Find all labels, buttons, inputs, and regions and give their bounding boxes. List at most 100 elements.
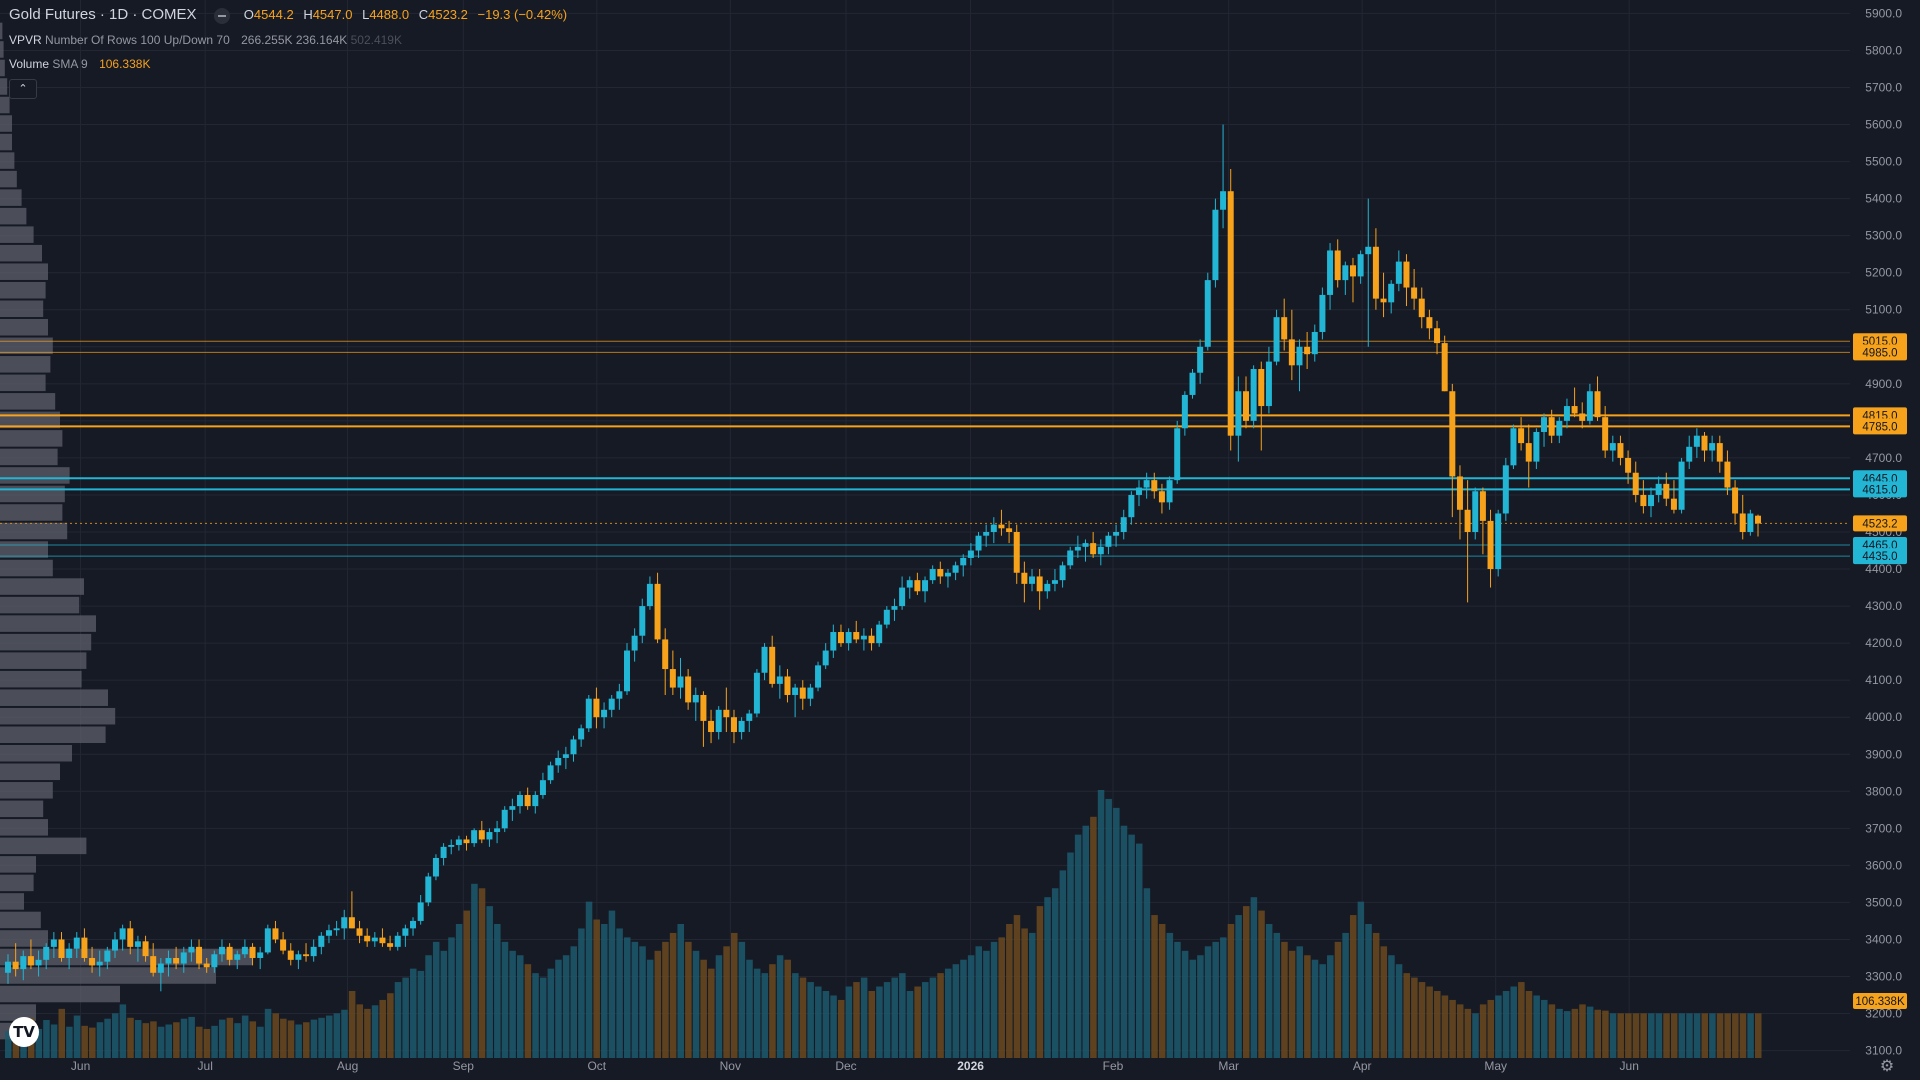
candle-body[interactable] xyxy=(509,806,516,810)
candle-body[interactable] xyxy=(165,957,172,964)
candle-body[interactable] xyxy=(708,720,715,733)
symbol-title[interactable]: Gold Futures · 1D · COMEX xyxy=(9,6,197,23)
candle-body[interactable] xyxy=(1258,369,1265,407)
candle-body[interactable] xyxy=(1403,261,1410,288)
candle-body[interactable] xyxy=(432,857,439,877)
candle-body[interactable] xyxy=(387,943,394,947)
candle-body[interactable] xyxy=(1518,428,1525,444)
candle-body[interactable] xyxy=(173,957,180,964)
candle-body[interactable] xyxy=(1625,457,1632,473)
candle-body[interactable] xyxy=(1051,580,1058,584)
candle-body[interactable] xyxy=(578,728,585,740)
candle-body[interactable] xyxy=(150,956,157,973)
candle-body[interactable] xyxy=(792,687,799,695)
candle-body[interactable] xyxy=(524,795,531,807)
candle-body[interactable] xyxy=(860,635,867,640)
candle-body[interactable] xyxy=(830,632,837,651)
candle-body[interactable] xyxy=(517,795,524,807)
candle-body[interactable] xyxy=(1044,583,1051,592)
chevron-up-icon[interactable]: ⌃ xyxy=(9,79,37,99)
candle-body[interactable] xyxy=(1013,532,1020,573)
candle-body[interactable] xyxy=(1755,515,1761,524)
candle-body[interactable] xyxy=(455,839,462,846)
candle-body[interactable] xyxy=(448,845,455,847)
candle-body[interactable] xyxy=(547,765,554,781)
candle-body[interactable] xyxy=(272,928,279,940)
candle-body[interactable] xyxy=(1090,543,1097,555)
candle-body[interactable] xyxy=(906,580,913,588)
candle-body[interactable] xyxy=(73,937,80,949)
candle-body[interactable] xyxy=(203,963,210,968)
candle-body[interactable] xyxy=(211,954,218,968)
candle-body[interactable] xyxy=(1709,443,1716,451)
candle-body[interactable] xyxy=(1464,509,1471,532)
candle-body[interactable] xyxy=(914,580,921,592)
candle-body[interactable] xyxy=(478,830,485,840)
candle-body[interactable] xyxy=(1449,391,1456,477)
candle-body[interactable] xyxy=(35,959,42,966)
candle-body[interactable] xyxy=(1120,517,1127,532)
candle-body[interactable] xyxy=(463,839,470,844)
candle-body[interactable] xyxy=(1029,576,1036,584)
candle-body[interactable] xyxy=(249,946,256,958)
candle-body[interactable] xyxy=(1479,491,1486,521)
candle-body[interactable] xyxy=(1334,250,1341,281)
candle-body[interactable] xyxy=(952,565,959,573)
candle-body[interactable] xyxy=(1502,465,1509,514)
candle-body[interactable] xyxy=(501,809,508,829)
candle-body[interactable] xyxy=(1059,565,1066,581)
candle-body[interactable] xyxy=(784,676,791,695)
candle-body[interactable] xyxy=(944,572,951,577)
candle-body[interactable] xyxy=(1372,246,1379,299)
candle-body[interactable] xyxy=(1571,406,1578,414)
candle-body[interactable] xyxy=(1288,339,1295,366)
candle-body[interactable] xyxy=(1174,428,1181,481)
candle-body[interactable] xyxy=(1441,343,1448,392)
candle-body[interactable] xyxy=(662,639,669,670)
candle-body[interactable] xyxy=(142,941,149,957)
candle-body[interactable] xyxy=(623,650,630,692)
candle-body[interactable] xyxy=(1227,191,1234,436)
candle-body[interactable] xyxy=(180,952,187,964)
candle-body[interactable] xyxy=(998,524,1005,529)
candle-body[interactable] xyxy=(356,928,363,936)
candle-body[interactable] xyxy=(822,650,829,666)
candle-body[interactable] xyxy=(1181,394,1188,429)
candle-body[interactable] xyxy=(555,757,562,766)
candle-body[interactable] xyxy=(1456,476,1463,510)
candle-body[interactable] xyxy=(1158,491,1165,503)
candle-body[interactable] xyxy=(1189,372,1196,395)
candle-body[interactable] xyxy=(402,928,409,936)
candle-body[interactable] xyxy=(1273,317,1280,362)
candle-body[interactable] xyxy=(1563,406,1570,421)
candle-body[interactable] xyxy=(799,687,806,699)
candle-body[interactable] xyxy=(1327,250,1334,295)
candle-body[interactable] xyxy=(257,952,264,958)
candle-body[interactable] xyxy=(700,694,707,721)
candle-body[interactable] xyxy=(341,917,348,929)
candle-body[interactable] xyxy=(440,846,447,858)
candle-body[interactable] xyxy=(753,672,760,714)
candle-body[interactable] xyxy=(891,606,898,610)
candle-body[interactable] xyxy=(89,957,96,966)
candle-body[interactable] xyxy=(1678,461,1685,510)
candle-body[interactable] xyxy=(241,946,248,955)
candle-body[interactable] xyxy=(677,676,684,688)
candle-body[interactable] xyxy=(1082,543,1089,547)
candle-body[interactable] xyxy=(348,917,355,929)
candle-body[interactable] xyxy=(1747,513,1754,532)
candle-body[interactable] xyxy=(27,956,34,966)
candle-body[interactable] xyxy=(593,698,600,718)
candle-body[interactable] xyxy=(1670,498,1677,510)
candle-body[interactable] xyxy=(1204,280,1211,347)
candle-body[interactable] xyxy=(1617,443,1624,458)
candle-body[interactable] xyxy=(922,580,929,592)
candle-body[interactable] xyxy=(425,876,432,903)
candle-body[interactable] xyxy=(111,939,118,951)
candle-body[interactable] xyxy=(608,698,615,710)
candle-body[interactable] xyxy=(5,961,11,973)
candle-body[interactable] xyxy=(960,557,967,566)
candle-body[interactable] xyxy=(280,939,287,951)
candle-body[interactable] xyxy=(96,961,103,966)
